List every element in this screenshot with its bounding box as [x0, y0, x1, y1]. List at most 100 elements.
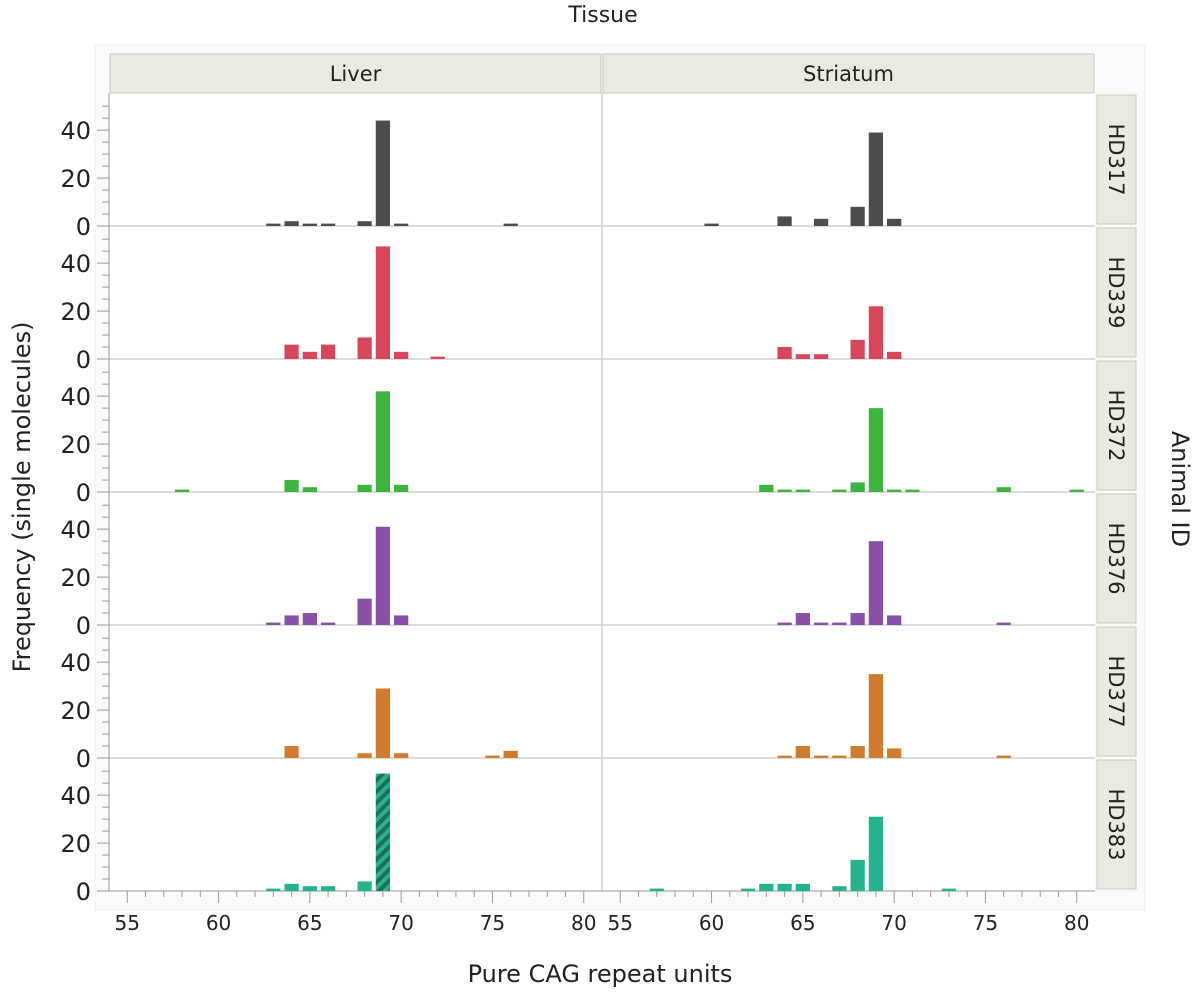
y-tick-label: 0 [76, 346, 91, 374]
row-label-hd377: HD377 [1104, 655, 1128, 727]
row-label-hd376: HD376 [1104, 522, 1128, 594]
bar-hd377-striatum-68 [850, 746, 865, 758]
bar-hd376-striatum-66 [813, 622, 829, 625]
bar-hd377-liver-76 [503, 750, 518, 758]
bar-hd376-striatum-64 [777, 622, 792, 625]
row-label-hd339: HD339 [1104, 256, 1128, 328]
x-tick-label: 70 [388, 911, 413, 935]
x-tick-label: 75 [973, 911, 998, 935]
y-tick-label: 40 [60, 117, 91, 145]
bar-hd383-liver-69 [375, 773, 391, 891]
bar-hd377-striatum-64 [777, 755, 792, 758]
bar-hd383-striatum-63 [759, 883, 774, 891]
bar-hd339-liver-72 [430, 356, 445, 359]
x-tick-label: 60 [699, 911, 724, 935]
bar-hd376-liver-64 [284, 615, 299, 625]
row-label-hd383: HD383 [1104, 788, 1128, 860]
y-tick-label: 0 [76, 878, 91, 906]
bar-hd317-liver-63 [266, 223, 281, 226]
bar-hd383-striatum-68 [850, 859, 865, 891]
bar-hd317-striatum-60 [704, 223, 719, 226]
bar-hd383-liver-65 [302, 886, 317, 891]
y-tick-label: 20 [60, 564, 91, 592]
bar-hd317-liver-70 [394, 223, 409, 226]
bar-hd377-striatum-65 [795, 746, 810, 758]
row-strip-hd339 [1096, 227, 1137, 358]
bar-hd383-striatum-73 [941, 888, 957, 891]
bar-hd317-striatum-70 [887, 218, 902, 226]
bar-hd339-liver-69 [375, 246, 391, 359]
bar-hd377-striatum-69 [868, 674, 884, 758]
row-strip-hd317 [1096, 94, 1137, 225]
bar-hd383-striatum-62 [740, 888, 756, 891]
bar-hd377-liver-75 [485, 755, 500, 758]
bar-hd317-striatum-64 [777, 216, 792, 226]
bar-hd376-striatum-76 [996, 622, 1011, 625]
bar-hd339-striatum-64 [777, 347, 792, 359]
bar-hd317-liver-64 [284, 221, 299, 226]
bar-hd339-liver-65 [302, 351, 317, 359]
bar-hd372-liver-68 [357, 484, 372, 492]
bar-hd377-liver-64 [284, 746, 299, 758]
x-tick-label: 60 [206, 911, 231, 935]
bar-hd372-striatum-67 [832, 489, 847, 492]
row-strip-hd372 [1096, 360, 1137, 491]
bar-hd376-liver-69 [375, 526, 391, 625]
bar-hd339-striatum-65 [795, 354, 810, 359]
bar-hd372-striatum-69 [868, 408, 884, 492]
bar-hd317-liver-65 [302, 223, 317, 226]
y-tick-label: 20 [60, 165, 91, 193]
bar-hd317-liver-68 [357, 221, 372, 226]
bar-hd376-liver-63 [266, 622, 281, 625]
bar-hd376-striatum-69 [868, 541, 884, 625]
bar-hd317-striatum-66 [813, 218, 829, 226]
bar-hd383-liver-68 [357, 881, 372, 891]
x-axis-label: Pure CAG repeat units [468, 960, 733, 988]
bar-hd383-striatum-64 [777, 883, 792, 891]
bar-hd377-striatum-70 [887, 748, 902, 758]
bar-hd383-liver-66 [320, 886, 336, 891]
x-tick-label: 75 [480, 911, 505, 935]
bar-hd383-striatum-67 [832, 886, 847, 891]
bar-hd376-striatum-67 [832, 622, 847, 625]
bar-hd372-liver-64 [284, 480, 299, 492]
y-tick-label: 40 [60, 250, 91, 278]
row-label-hd372: HD372 [1104, 389, 1128, 461]
bar-hd372-striatum-64 [777, 489, 792, 492]
row-strip-hd383 [1096, 759, 1137, 890]
x-tick-label: 80 [571, 911, 596, 935]
bar-hd317-liver-76 [503, 223, 518, 226]
bar-hd372-striatum-63 [759, 484, 774, 492]
row-strip-hd377 [1096, 626, 1137, 757]
x-tick-label: 80 [1064, 911, 1089, 935]
bar-hd339-striatum-68 [850, 339, 865, 359]
row-strip-hd376 [1096, 493, 1137, 624]
bar-hd372-liver-70 [394, 484, 409, 492]
bar-hd372-striatum-76 [996, 487, 1011, 492]
x-tick-label: 55 [608, 911, 633, 935]
bar-hd376-liver-68 [357, 598, 372, 625]
bar-hd317-liver-69 [375, 120, 391, 226]
bar-hd372-liver-65 [302, 487, 317, 492]
bar-hd377-striatum-66 [813, 755, 829, 758]
bar-hd317-striatum-69 [868, 132, 884, 226]
bar-hd372-striatum-65 [795, 489, 810, 492]
bar-hd383-liver-64 [284, 883, 299, 891]
bar-hd372-liver-69 [375, 391, 391, 492]
chart-title: Tissue [567, 3, 637, 28]
y-tick-label: 20 [60, 298, 91, 326]
row-label-hd317: HD317 [1104, 123, 1128, 195]
bar-hd339-striatum-66 [813, 354, 829, 359]
bar-hd377-liver-68 [357, 753, 372, 758]
y-axis-label: Frequency (single molecules) [8, 322, 36, 673]
bar-hd377-liver-70 [394, 753, 409, 758]
bar-hd339-striatum-70 [887, 351, 902, 359]
bar-hd339-striatum-69 [868, 306, 884, 359]
y-tick-label: 40 [60, 516, 91, 544]
bar-hd376-liver-65 [302, 613, 317, 625]
column-strip-liver [109, 53, 602, 94]
row-group-label: Animal ID [1166, 431, 1194, 547]
bar-hd377-striatum-67 [832, 755, 847, 758]
x-tick-label: 55 [115, 911, 140, 935]
